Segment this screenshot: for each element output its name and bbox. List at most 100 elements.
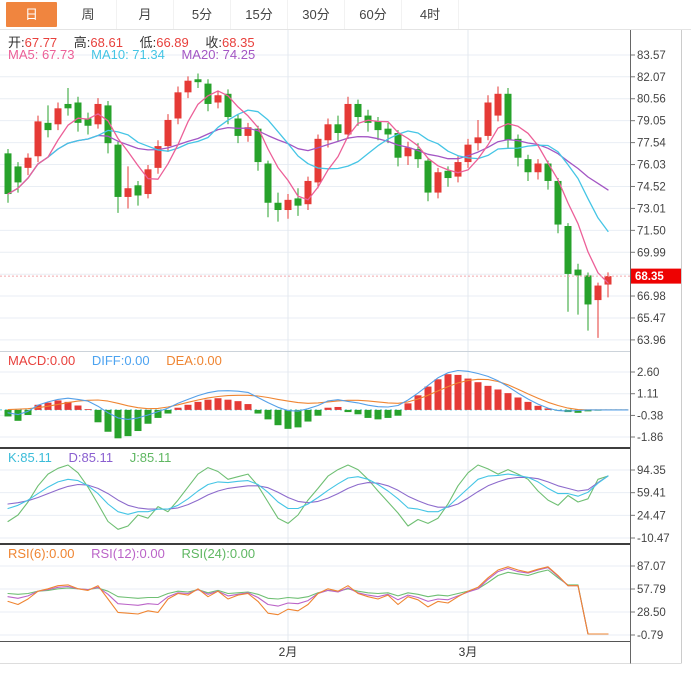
ma-lines: [7, 90, 609, 284]
candle-body: [84, 118, 92, 126]
candle-body: [564, 225, 572, 274]
rsi-grid: 87.07 57.79 28.50 -0.79: [0, 561, 666, 642]
tab-15min[interactable]: 15分: [231, 0, 288, 29]
candle-body: [264, 163, 272, 203]
candle-body: [294, 198, 302, 206]
axis-tick-label: -1.86: [637, 432, 663, 444]
macd-hist-bar: [64, 401, 72, 410]
macd-hist-bar: [384, 409, 392, 418]
macd-hist-bar: [394, 409, 402, 416]
candle-body: [474, 137, 482, 144]
candle-body: [504, 93, 512, 141]
candle-body: [584, 275, 592, 305]
macd-hist-bar: [264, 409, 272, 420]
candle-body: [44, 122, 52, 131]
macd-hist-bar: [84, 409, 92, 410]
candle-body: [314, 138, 322, 183]
period-tabbar: 日 周 月 5分 15分 30分 60分 4时: [0, 0, 691, 30]
macd-hist-bar: [464, 378, 472, 410]
macd-hist-bar: [374, 409, 382, 420]
macd-hist-bar: [584, 409, 592, 412]
tab-4hour[interactable]: 4时: [402, 0, 459, 29]
macd-hist-bar: [334, 406, 342, 410]
macd-hist-bar: [524, 401, 532, 410]
macd-hist-bar: [304, 409, 312, 422]
candle-body: [244, 127, 252, 136]
macd-hist-bar: [474, 382, 482, 410]
macd-hist-bar: [54, 400, 62, 410]
candle-body: [184, 80, 192, 93]
tab-month[interactable]: 月: [117, 0, 174, 29]
macd-hist-bar: [194, 401, 202, 410]
macd-hist-bar: [94, 409, 102, 423]
axis-tick-label: 3月: [459, 645, 478, 659]
axis-tick-label: 2.60: [637, 367, 659, 379]
macd-hist-bar: [294, 409, 302, 428]
tab-5min[interactable]: 5分: [174, 0, 231, 29]
frame-lines: [0, 30, 682, 664]
candle-body: [14, 166, 22, 183]
candle-body: [424, 160, 432, 193]
axis-tick-label: 79.05: [637, 116, 666, 128]
candle-body: [54, 108, 62, 125]
candle-body: [494, 93, 502, 116]
candle-body: [484, 102, 492, 136]
tab-week[interactable]: 周: [60, 0, 117, 29]
candle-body: [4, 153, 12, 195]
macd-hist-bar: [114, 409, 122, 439]
candle-body: [454, 162, 462, 177]
tab-day[interactable]: 日: [6, 2, 57, 27]
axis-tick-label: 73.01: [637, 203, 666, 215]
current-price-layer: 68.35: [0, 268, 681, 284]
candle-body: [194, 79, 202, 83]
axis-tick-label: 83.57: [637, 50, 666, 62]
rsi24-line: [7, 569, 609, 635]
macd-grid: 2.60 1.11 -0.38 -1.86: [0, 367, 663, 444]
diff-line: [7, 369, 629, 420]
candle-body: [274, 202, 282, 211]
candle-body: [64, 103, 72, 109]
candle-body: [534, 163, 542, 173]
dea-line: [7, 378, 629, 411]
macd-hist-bar: [24, 409, 32, 415]
candle-body: [104, 105, 112, 144]
axis-tick-label: -10.47: [637, 533, 670, 545]
axis-tick-label: 82.07: [637, 72, 666, 84]
candle-body: [444, 170, 452, 179]
macd-hist-bar: [434, 379, 442, 410]
macd-hist-bar: [204, 399, 212, 410]
candle-body: [284, 199, 292, 211]
candle-body: [214, 95, 222, 103]
macd-hist-bar: [494, 389, 502, 410]
candle-body: [594, 285, 602, 301]
axis-tick-label: 77.54: [637, 138, 666, 150]
tab-30min[interactable]: 30分: [288, 0, 345, 29]
candle-body: [114, 144, 122, 197]
macd-hist-bar: [154, 409, 162, 418]
axis-tick-label: 57.79: [637, 584, 666, 596]
macd-hist-bar: [174, 407, 182, 410]
candle-body: [574, 269, 582, 276]
rsi6-line: [7, 566, 609, 635]
macd-hist-bar: [574, 409, 582, 413]
macd-hist-bar: [124, 409, 132, 437]
candles-layer: [4, 73, 612, 338]
candle-body: [154, 146, 162, 168]
candle-body: [164, 119, 172, 147]
macd-hist-bar: [74, 405, 82, 410]
macd-hist-bar: [404, 403, 412, 410]
candle-body: [464, 144, 472, 163]
macd-hist-bar: [274, 409, 282, 426]
axis-tick-label: 68.35: [635, 271, 664, 283]
macd-hist-bar: [414, 395, 422, 410]
candle-body: [204, 83, 212, 104]
candle-body: [414, 148, 422, 160]
macd-hist-bar: [454, 374, 462, 410]
macd-hist-bar: [344, 409, 352, 413]
macd-hist-bar: [144, 409, 152, 424]
candle-body: [124, 188, 132, 197]
tab-60min[interactable]: 60分: [345, 0, 402, 29]
macd-hist-bar: [104, 409, 112, 432]
